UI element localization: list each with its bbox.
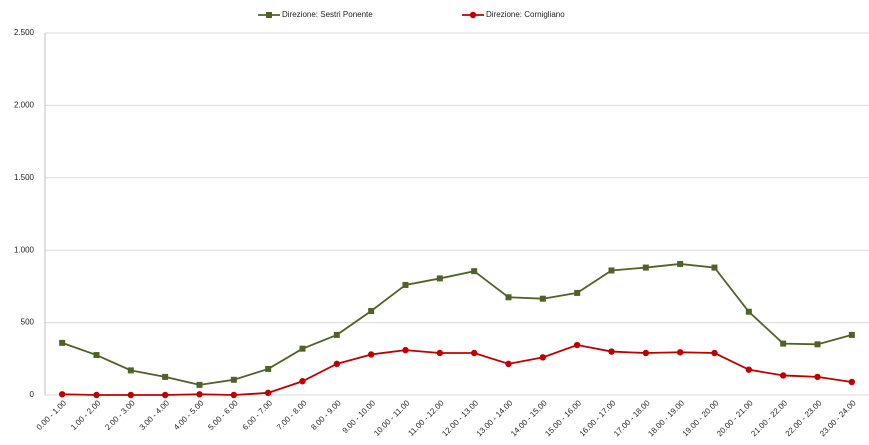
x-tick-label: 6.00 - 7.00 [241, 398, 275, 432]
legend-label: Direzione: Cornigliano [486, 10, 565, 19]
x-tick-label: 5.00 - 6.00 [206, 398, 240, 432]
y-tick-label: 2.000 [14, 101, 35, 110]
data-point [367, 351, 375, 358]
data-point [780, 340, 787, 347]
data-point [162, 373, 169, 380]
data-point [814, 341, 821, 348]
data-point [230, 391, 238, 399]
data-point [402, 281, 409, 288]
data-point [711, 349, 718, 357]
data-point [745, 366, 753, 373]
data-point [196, 381, 203, 388]
data-point [299, 345, 306, 352]
data-point [230, 376, 237, 383]
data-point [642, 349, 650, 357]
data-point [402, 346, 409, 354]
data-point [368, 308, 375, 315]
y-tick-label: 1.500 [14, 173, 35, 182]
data-point [642, 264, 649, 271]
data-point [196, 391, 203, 398]
data-point [608, 348, 615, 355]
data-point [127, 367, 134, 374]
data-point [471, 268, 478, 275]
data-point [848, 378, 856, 386]
legend-label: Direzione: Sestri Ponente [282, 10, 373, 19]
x-tick-label: 3.00 - 4.00 [138, 398, 172, 432]
x-tick-label: 1.00 - 2.00 [69, 398, 103, 432]
data-point [505, 294, 512, 301]
x-tick-label: 9.00 - 10.00 [341, 398, 378, 435]
data-point [436, 349, 444, 357]
data-point [161, 391, 169, 399]
x-tick-label: 2.00 - 3.00 [103, 398, 137, 432]
data-point [58, 391, 66, 398]
data-point [745, 308, 752, 315]
data-point [539, 354, 547, 361]
data-point [470, 349, 478, 357]
series-line [62, 344, 852, 396]
data-point [127, 391, 135, 399]
data-point [505, 360, 512, 368]
series-line [61, 263, 853, 386]
data-point [93, 391, 100, 399]
legend-marker [469, 11, 477, 19]
x-tick-label: 23.00 - 24.00 [818, 398, 858, 438]
data-point [574, 289, 581, 296]
data-point [814, 373, 821, 381]
data-point [436, 275, 443, 282]
y-tick-label: 0 [30, 390, 35, 399]
y-tick-label: 500 [21, 318, 35, 327]
data-point [573, 341, 581, 349]
data-point [779, 372, 787, 379]
data-point [93, 352, 100, 359]
data-point [299, 378, 306, 385]
x-tick-label: 7.00 - 8.00 [275, 398, 309, 432]
data-point [59, 339, 66, 346]
y-tick-label: 1.000 [14, 245, 35, 254]
data-point [264, 389, 272, 397]
data-point [608, 267, 615, 274]
y-tick-label: 2.500 [14, 28, 35, 37]
x-tick-label: 8.00 - 9.00 [309, 398, 343, 432]
data-point [848, 331, 855, 338]
data-point [333, 360, 341, 368]
legend-marker [266, 12, 272, 18]
data-point [711, 264, 718, 271]
data-point [539, 295, 546, 302]
data-point [676, 349, 684, 356]
data-point [265, 365, 272, 372]
x-tick-label: 4.00 - 5.00 [172, 398, 206, 432]
x-tick-label: 0.00 - 1.00 [35, 398, 69, 432]
data-point [333, 331, 340, 338]
data-point [677, 260, 684, 267]
